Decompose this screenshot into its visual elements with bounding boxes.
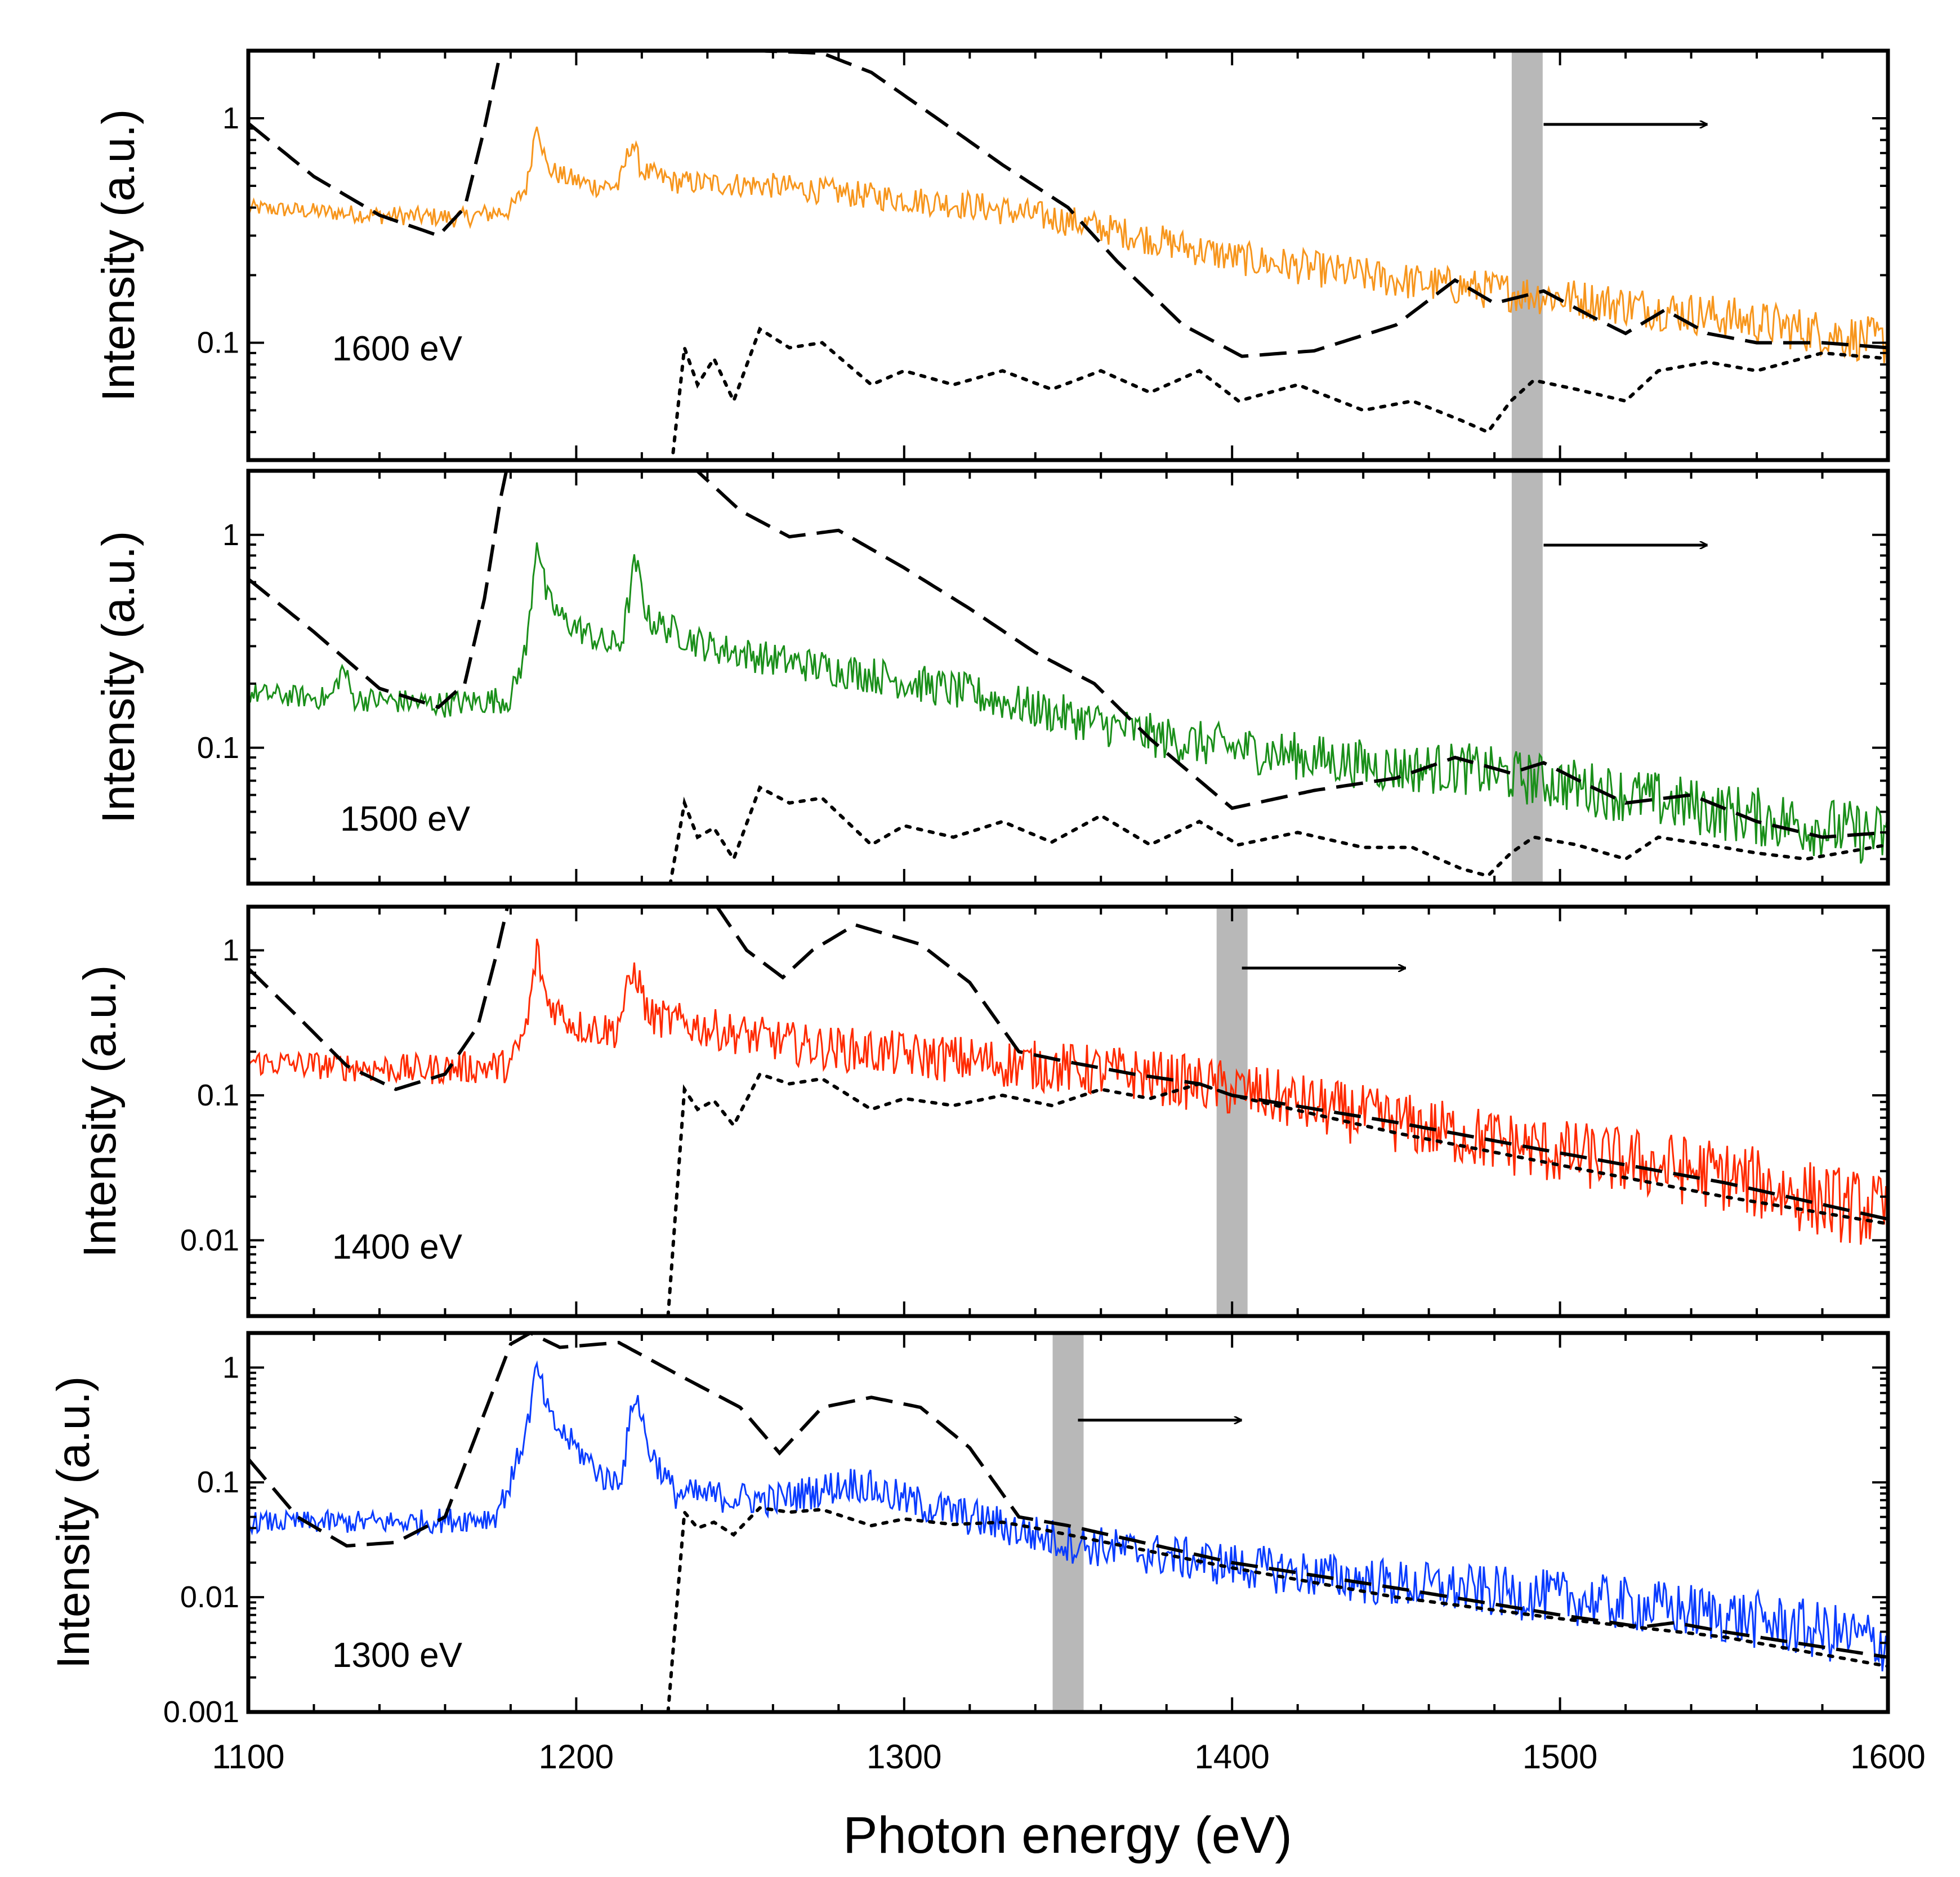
y-axis-label: Intensity (a.u.) (93, 109, 144, 402)
y-tick-label: 0.1 (197, 1465, 239, 1499)
panel-1400-ev: 1 0.1 0.01 Intensity (a.u.) 1400 eV (74, 904, 1890, 1318)
panel-label: 1600 eV (332, 329, 463, 368)
shaded-band (1511, 51, 1543, 460)
panel-label: 1400 eV (332, 1228, 463, 1267)
panel-frame (246, 1331, 1890, 1714)
y-tick-label: 1 (222, 933, 239, 967)
shaded-band (1216, 907, 1248, 1316)
panel-frame (246, 48, 1890, 462)
panel-label: 1500 eV (340, 800, 471, 839)
calculated-dashed-line (248, 471, 1888, 839)
plot-area (248, 471, 1888, 884)
calculated-dashed-line (248, 51, 1888, 358)
y-tick-label: 0.1 (197, 326, 239, 360)
y-tick-label: 0.1 (197, 1078, 239, 1112)
measured-spectrum-line (248, 938, 1888, 1245)
y-axis-label: Intensity (a.u.) (74, 965, 126, 1258)
x-axis-label: Photon energy (eV) (843, 1807, 1292, 1864)
x-tick-label: 1600 (1850, 1738, 1925, 1776)
x-tick-label: 1200 (539, 1738, 614, 1776)
calculated-dotted-line (668, 785, 1888, 884)
x-tick-label: 1400 (1194, 1738, 1269, 1776)
panels: 1 0.1 Intensity (a.u.) 1600 eV 1 0.1 Intensity… (48, 48, 1926, 1776)
calculated-dashed-line (248, 1333, 1888, 1659)
y-tick-label: 0.1 (197, 731, 239, 765)
panel-frame (246, 469, 1890, 886)
panel-1500-ev: 1 0.1 Intensity (a.u.) 1500 eV (93, 469, 1890, 886)
y-tick-label: 1 (222, 518, 239, 552)
y-tick-label: 0.01 (180, 1580, 239, 1614)
y-tick-label: 0.001 (163, 1695, 239, 1729)
y-tick-label: 0.01 (180, 1223, 239, 1257)
y-tick-label: 1 (222, 1350, 239, 1384)
plot-area (248, 51, 1888, 460)
y-axis-label: Intensity (a.u.) (48, 1376, 99, 1669)
panel-1300-ev: 1 0.1 0.01 0.001 Intensity (a.u.) 1300 eV (48, 1331, 1890, 1729)
panel-frame (246, 904, 1890, 1318)
measured-spectrum-line (248, 542, 1888, 864)
y-tick-label: 1 (222, 101, 239, 135)
calculated-dashed-line (248, 907, 1888, 1221)
measured-spectrum-line (248, 126, 1888, 363)
x-tick-label: 1100 (212, 1738, 284, 1776)
calculated-dotted-line (666, 1072, 1888, 1316)
shaded-band (1511, 471, 1543, 884)
plot-area (248, 907, 1888, 1316)
x-tick-label: 1500 (1523, 1738, 1597, 1776)
panel-1600-ev: 1 0.1 Intensity (a.u.) 1600 eV (93, 48, 1890, 462)
x-tick-label: 1300 (867, 1738, 941, 1776)
calculated-dotted-line (666, 1506, 1888, 1712)
y-axis-label: Intensity (a.u.) (93, 531, 144, 824)
plot-area (248, 1333, 1888, 1712)
panel-label: 1300 eV (332, 1636, 463, 1675)
